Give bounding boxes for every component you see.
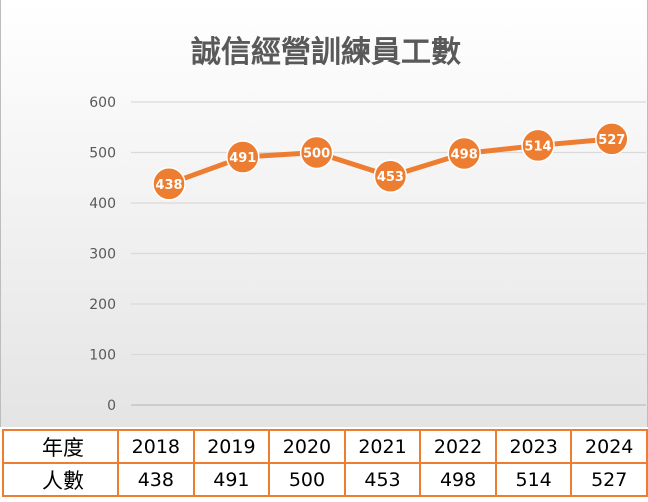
data-point [447, 136, 481, 171]
data-label: 453 [377, 170, 404, 185]
year-cell: 2024 [570, 429, 648, 464]
data-label: 514 [524, 139, 551, 154]
data-point [299, 135, 334, 170]
data-label: 527 [598, 133, 625, 148]
data-point [152, 167, 186, 201]
chart-title: 誠信經營訓練員工數 [191, 35, 461, 70]
count-cell: 514 [494, 462, 573, 497]
y-tick-label: 400 [89, 196, 116, 212]
count-cell: 498 [419, 462, 497, 497]
data-label: 498 [451, 148, 478, 163]
year-cell: 2019 [192, 429, 271, 464]
data-point [226, 140, 260, 174]
year-cell: 2022 [419, 429, 497, 464]
gridlines [131, 101, 646, 406]
y-tick-label: 600 [89, 95, 116, 111]
count-cell: 527 [570, 462, 648, 497]
y-axis-ticks: 0 100 200 300 400 500 600 [89, 95, 116, 414]
count-cell: 491 [192, 462, 271, 497]
y-tick-label: 200 [89, 297, 116, 313]
year-header-cell: 年度 [1, 429, 120, 464]
year-cell: 2018 [117, 429, 195, 464]
data-label: 500 [303, 147, 330, 162]
y-tick-label: 500 [89, 146, 116, 162]
data-point [373, 159, 408, 193]
y-tick-label: 100 [89, 348, 116, 364]
count-cell: 453 [343, 462, 422, 497]
y-tick-label: 0 [107, 398, 116, 414]
series-markers: 438 491 500 453 498 514 527 [152, 122, 629, 201]
table-row-count: 人數 438 491 500 453 498 514 527 [1, 462, 648, 497]
chart-area: 誠信經營訓練員工數 0 100 200 300 400 500 600 438 491 500 4… [0, 0, 648, 427]
year-cell: 2020 [268, 429, 346, 464]
data-point [595, 122, 629, 156]
count-cell: 438 [117, 462, 195, 497]
year-cell: 2023 [494, 429, 573, 464]
data-label: 438 [155, 178, 182, 193]
data-table: 年度 2018 2019 2020 2021 2022 2023 2024 人數… [1, 429, 648, 497]
count-cell: 500 [268, 462, 346, 497]
year-cell: 2021 [343, 429, 422, 464]
y-tick-label: 300 [89, 247, 116, 263]
data-label: 491 [229, 151, 256, 166]
count-header-cell: 人數 [1, 462, 120, 497]
data-point [521, 128, 555, 163]
table-row-year: 年度 2018 2019 2020 2021 2022 2023 2024 [1, 429, 648, 464]
